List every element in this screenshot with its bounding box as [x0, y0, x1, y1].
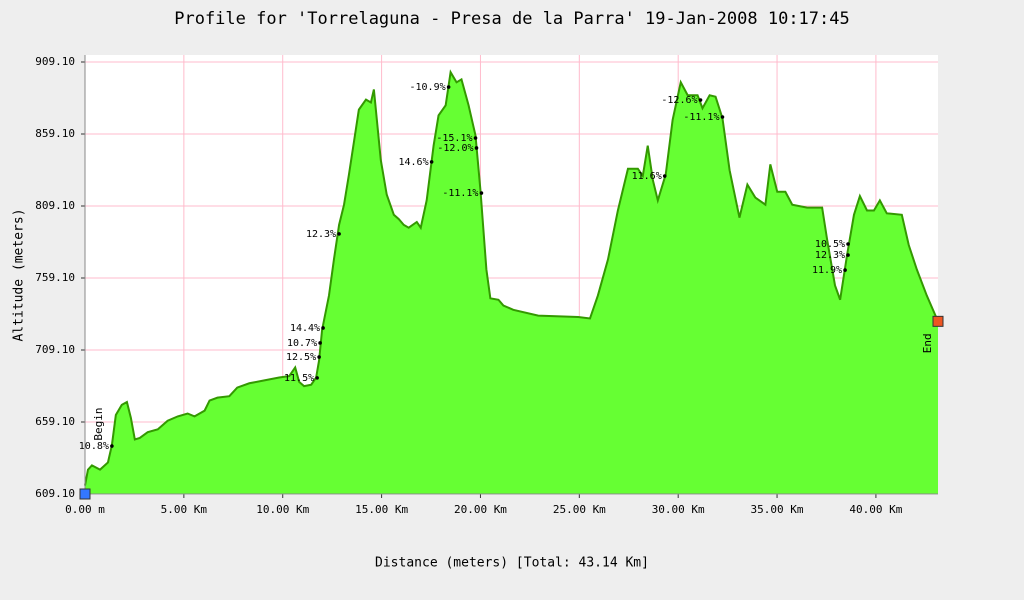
annotation-dot	[473, 136, 478, 140]
y-tick-label: 859.10	[35, 127, 75, 140]
y-tick-label: 909.10	[35, 55, 75, 68]
annotation-dot	[337, 232, 341, 236]
chart-title: Profile for 'Torrelaguna - Presa de la P…	[174, 9, 850, 29]
annotation-label: 11.9%	[812, 265, 842, 276]
annotation-dot	[321, 326, 325, 330]
annotation-dot	[846, 253, 850, 257]
annotation-dot	[429, 160, 434, 164]
annotation-dot	[843, 268, 847, 272]
annotation-label: 10.8%	[79, 441, 109, 452]
x-tick-label: 40.00 Km	[849, 503, 902, 516]
y-tick-label: 809.10	[35, 199, 75, 212]
annotation-label: -10.9%	[409, 82, 445, 93]
annotation-dot	[662, 174, 667, 178]
annotation-dot	[315, 376, 319, 380]
annotation-label: -12.0%	[437, 143, 473, 154]
y-tick-label: 609.10	[35, 487, 75, 500]
annotation-label: -11.1%	[683, 112, 719, 123]
annotation-dot	[846, 242, 850, 246]
annotation-label: 12.5%	[286, 352, 316, 363]
marker-label: End	[921, 333, 934, 353]
x-tick-label: 25.00 Km	[553, 503, 606, 516]
marker-label: Begin	[92, 407, 105, 440]
annotation-label: 14.6%	[399, 157, 429, 168]
x-tick-label: 15.00 Km	[355, 503, 408, 516]
y-tick-label: 759.10	[35, 271, 75, 284]
annotation-label: 10.7%	[287, 338, 317, 349]
x-tick-label: 10.00 Km	[256, 503, 309, 516]
x-tick-label: 35.00 Km	[751, 503, 804, 516]
annotation-label: 12.3%	[815, 250, 845, 261]
y-axis-label: Altitude (meters)	[12, 208, 27, 341]
annotation-dot	[318, 341, 322, 345]
annotation-dot	[110, 444, 114, 448]
annotation-label: -11.1%	[442, 188, 478, 199]
marker	[79, 488, 91, 500]
annotation-dot	[317, 355, 321, 359]
annotation-dot	[474, 146, 479, 150]
x-tick-label: 30.00 Km	[652, 503, 705, 516]
y-tick-label: 659.10	[35, 415, 75, 428]
area-fill	[85, 72, 938, 494]
annotation-label: -15.1%	[436, 133, 472, 144]
annotation-dot	[479, 191, 484, 195]
x-axis-label: Distance (meters) [Total: 43.14 Km]	[375, 556, 649, 571]
annotation-label: -12.6%	[661, 95, 697, 106]
x-tick-label: 20.00 Km	[454, 503, 507, 516]
annotation-dot	[720, 115, 725, 119]
y-tick-label: 709.10	[35, 343, 75, 356]
annotation-dot	[698, 98, 703, 102]
x-tick-label: 0.00 m	[65, 503, 105, 516]
area-line	[84, 69, 939, 486]
annotation-dot	[446, 85, 451, 89]
annotation-label: 11.5%	[284, 373, 314, 384]
annotation-label: 14.4%	[290, 323, 320, 334]
annotation-label: 11.6%	[632, 171, 662, 182]
marker	[932, 315, 944, 327]
annotation-label: 12.3%	[306, 229, 336, 240]
x-tick-label: 5.00 Km	[161, 503, 208, 516]
annotation-label: 10.5%	[815, 239, 845, 250]
